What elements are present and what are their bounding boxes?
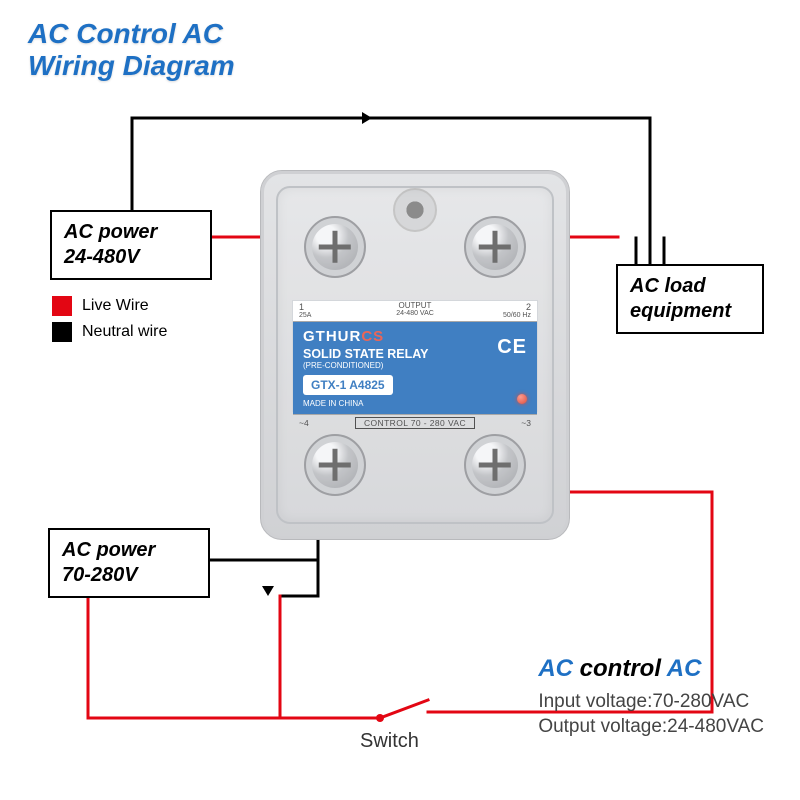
neutral-swatch (52, 322, 72, 342)
box-ac-power-low: AC power 70-280V (48, 528, 210, 598)
info-heading-part: control (573, 655, 667, 682)
info-block: AC control AC Input voltage:70-280VAC Ou… (538, 655, 764, 740)
info-row: Output voltage:24-480VAC (538, 714, 764, 740)
box-label: AC load (630, 274, 750, 299)
info-heading-part: AC (538, 655, 573, 682)
box-label: equipment (630, 299, 750, 324)
info-heading: AC control AC (538, 655, 764, 683)
box-label: AC power (62, 538, 196, 563)
box-ac-load: AC load equipment (616, 264, 764, 334)
switch-label: Switch (360, 730, 419, 753)
box-label: 70-280V (62, 563, 196, 588)
legend-neutral: Neutral wire (52, 322, 167, 342)
info-row: Input voltage:70-280VAC (538, 689, 764, 715)
legend-label: Live Wire (82, 297, 149, 315)
box-label: 24-480V (64, 245, 198, 270)
solid-state-relay: 1 25A OUTPUT 24-480 VAC 2 50/60 Hz GTHUR… (260, 170, 570, 540)
relay-cover (276, 186, 554, 524)
box-ac-power-high: AC power 24-480V (50, 210, 212, 280)
wire-legend: Live Wire Neutral wire (52, 296, 167, 348)
legend-live: Live Wire (52, 296, 167, 316)
live-swatch (52, 296, 72, 316)
legend-label: Neutral wire (82, 323, 167, 341)
box-label: AC power (64, 220, 198, 245)
info-heading-part: AC (667, 655, 702, 682)
